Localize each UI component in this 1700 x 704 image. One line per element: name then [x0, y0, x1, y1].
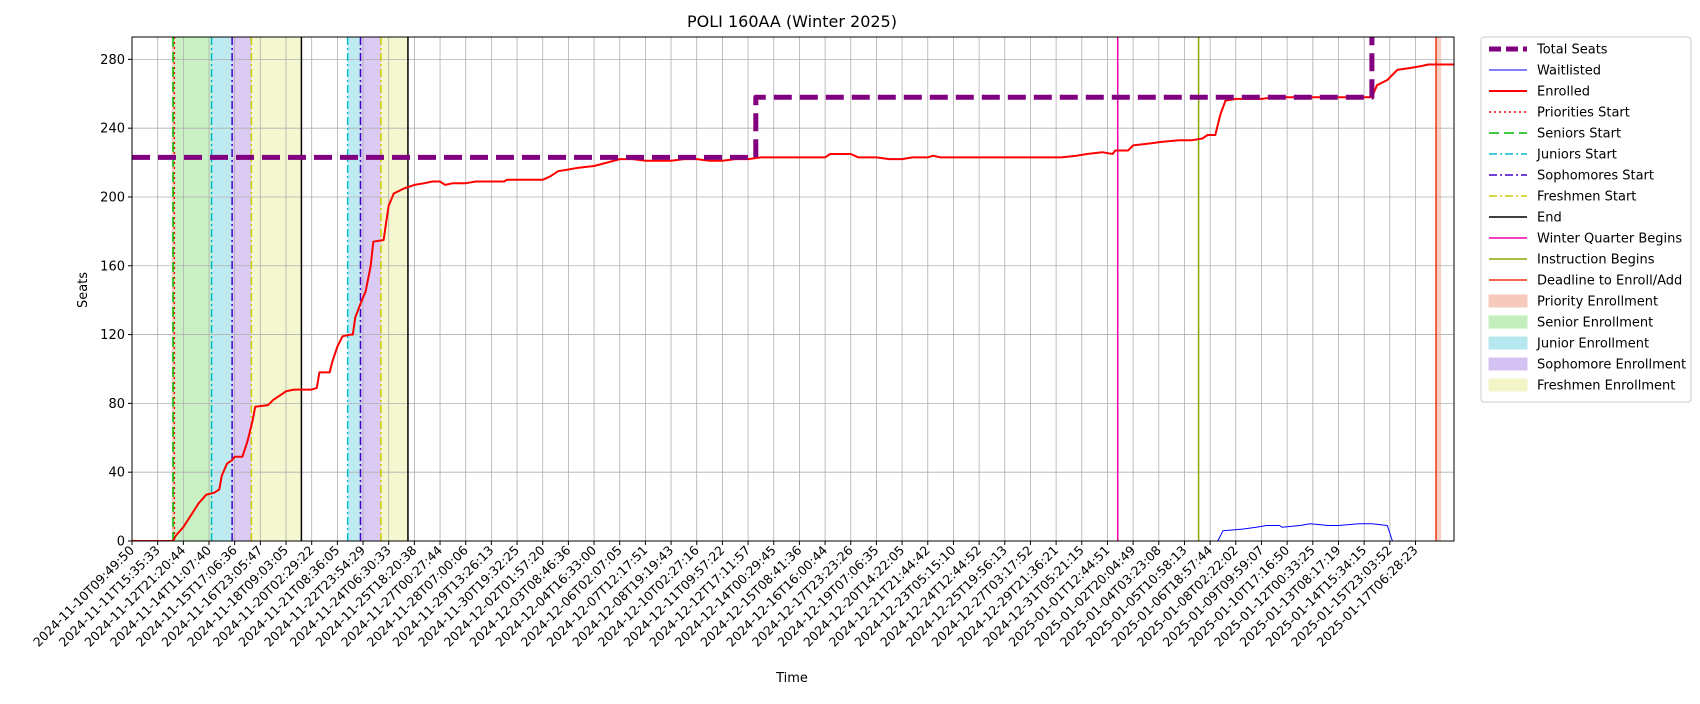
- y-tick-label: 240: [100, 122, 125, 137]
- legend-item: Sophomore Enrollment: [1488, 357, 1686, 373]
- series-line-total-seats: [132, 37, 1375, 160]
- legend-item: Seniors Start: [1489, 127, 1621, 142]
- legend-label: End: [1537, 211, 1562, 226]
- legend-label: Enrolled: [1537, 85, 1590, 100]
- shaded-period-3: [232, 37, 252, 541]
- shaded-period-2: [211, 37, 233, 541]
- legend-label: Waitlisted: [1537, 64, 1601, 79]
- legend-item: Priorities Start: [1489, 106, 1630, 121]
- legend-swatch: [1488, 357, 1528, 371]
- plot-background: [132, 37, 1454, 541]
- legend-label: Priorities Start: [1537, 106, 1630, 121]
- shaded-period-4: [251, 37, 302, 541]
- plot-inner: [132, 37, 1454, 541]
- legend-label: Sophomores Start: [1537, 169, 1654, 184]
- y-tick-label: 120: [100, 328, 125, 343]
- legend-swatch: [1488, 378, 1528, 392]
- legend-item: End: [1489, 211, 1562, 226]
- legend-label: Freshmen Enrollment: [1537, 379, 1675, 394]
- legend-item: Freshmen Start: [1489, 190, 1636, 205]
- legend-item: Juniors Start: [1489, 148, 1617, 163]
- series-line-waitlisted: [132, 523, 1454, 541]
- legend-item: Instruction Begins: [1489, 253, 1655, 268]
- legend-label: Junior Enrollment: [1536, 337, 1649, 352]
- series-line-enrolled: [132, 63, 1454, 541]
- shaded-period-0: [171, 37, 175, 541]
- legend-label: Juniors Start: [1536, 148, 1617, 163]
- legend-label: Senior Enrollment: [1537, 316, 1653, 331]
- shaded-period-8: [1436, 37, 1442, 541]
- legend-item: Senior Enrollment: [1488, 315, 1653, 331]
- plot-area: 040801201602002402802024-11-10T09:49:502…: [30, 36, 1455, 650]
- shaded-period-7: [380, 37, 408, 541]
- legend-item: Waitlisted: [1489, 64, 1601, 79]
- legend-label: Sophomore Enrollment: [1537, 358, 1686, 373]
- y-tick-label: 160: [100, 259, 125, 274]
- legend-label: Winter Quarter Begins: [1537, 232, 1682, 247]
- legend-label: Freshmen Start: [1537, 190, 1636, 205]
- legend-label: Instruction Begins: [1537, 253, 1655, 268]
- plot-frame: [131, 36, 1455, 542]
- legend-item: Total Seats: [1489, 43, 1608, 58]
- legend-label: Seniors Start: [1537, 127, 1621, 142]
- shaded-period-1: [174, 37, 212, 541]
- shaded-period-6: [360, 37, 381, 541]
- legend-swatch: [1488, 336, 1528, 350]
- y-tick-label: 200: [100, 190, 125, 205]
- chart-title: POLI 160AA (Winter 2025): [687, 12, 897, 31]
- legend-item: Winter Quarter Begins: [1489, 232, 1682, 247]
- legend-item: Priority Enrollment: [1488, 294, 1658, 310]
- y-axis-label: Seats: [76, 272, 91, 308]
- legend-frame: [1480, 36, 1692, 403]
- legend-item: Junior Enrollment: [1488, 336, 1649, 352]
- legend-label: Priority Enrollment: [1537, 295, 1658, 310]
- shaded-period-5: [347, 37, 361, 541]
- legend-swatch: [1488, 294, 1528, 308]
- y-tick-label: 280: [100, 53, 125, 68]
- legend-label: Total Seats: [1536, 43, 1608, 58]
- legend-item: Sophomores Start: [1489, 169, 1654, 184]
- x-axis-label: Time: [775, 671, 808, 686]
- y-tick-label: 80: [108, 397, 125, 412]
- legend-item: Freshmen Enrollment: [1488, 378, 1675, 394]
- y-tick-label: 0: [117, 535, 125, 550]
- legend-swatch: [1488, 315, 1528, 329]
- legend-label: Deadline to Enroll/Add: [1537, 274, 1682, 289]
- y-tick-label: 40: [108, 466, 125, 481]
- legend-item: Enrolled: [1489, 85, 1590, 100]
- legend: Total Seats Waitlisted Enrolled Priorities …: [1480, 36, 1692, 403]
- legend-item: Deadline to Enroll/Add: [1489, 274, 1682, 289]
